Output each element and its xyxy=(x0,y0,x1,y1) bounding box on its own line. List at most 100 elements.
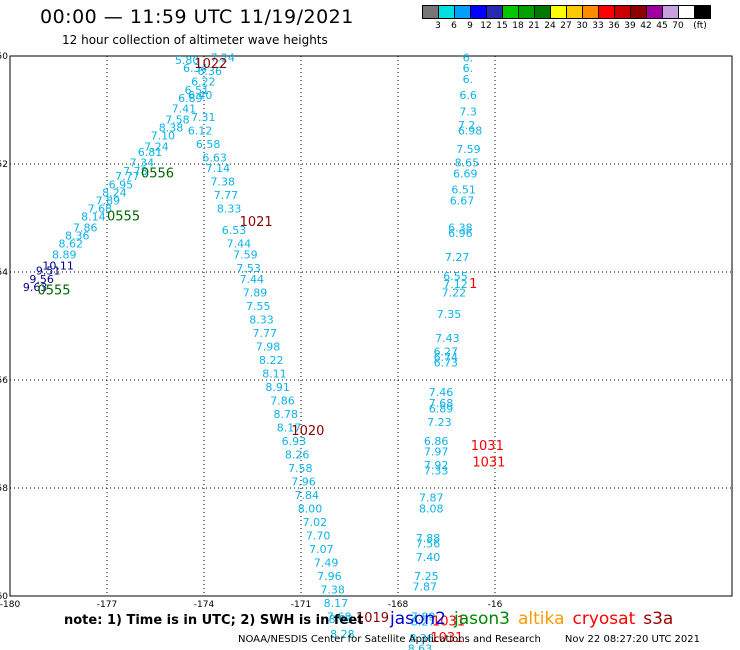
swh-value: 6.69 xyxy=(453,168,478,181)
swh-value: 7.38 xyxy=(320,583,345,596)
swh-value: 6.22 xyxy=(191,76,216,89)
swh-value: 7.70 xyxy=(306,529,331,542)
swh-value: 6.53 xyxy=(222,224,247,237)
time-label: 0555 xyxy=(107,210,140,225)
swh-value: 8.03 xyxy=(328,613,353,626)
swh-value: 8.22 xyxy=(259,354,284,367)
credit-org: NOAA/NESDIS Center for Satellite Applica… xyxy=(238,634,541,645)
legend-swatch xyxy=(694,5,711,19)
swh-value: 8.00 xyxy=(298,502,323,515)
legend-labels: 3 6 9 12 15 18 21 24 27 30 33 36 39 42 45 70 (ft) xyxy=(422,19,710,33)
swh-value: 6.34 xyxy=(183,62,208,75)
swh-value: 7.41 xyxy=(172,103,197,116)
swh-value: 7.24 xyxy=(210,51,235,64)
swh-value: 7.53 xyxy=(236,262,260,275)
swh-value: 7.24 xyxy=(144,141,169,154)
swh-value: 7.86 xyxy=(73,222,98,235)
swh-value: 9.56 xyxy=(29,273,54,286)
swh-value: 8.17 xyxy=(324,597,349,610)
swh-value: 6.40 xyxy=(188,89,213,102)
y-tick-label: -60 xyxy=(0,592,8,602)
swh-value: 8.36 xyxy=(65,230,90,243)
swh-value: 5.80 xyxy=(175,54,200,67)
time-label: 0556 xyxy=(141,167,174,182)
swh-value: 8.11 xyxy=(262,367,287,380)
swh-value: 7.10 xyxy=(151,130,176,143)
swh-value: 6.58 xyxy=(196,138,221,151)
swh-value: 7.07 xyxy=(309,543,334,556)
y-tick-label: -58 xyxy=(0,484,8,494)
satellite-s3a: s3a xyxy=(643,609,674,629)
credit-time: Nov 22 08:27:20 UTC 2021 xyxy=(564,634,701,645)
swh-value: 7.89 xyxy=(243,286,267,299)
time-label: 1020 xyxy=(291,424,324,439)
swh-value: 6.63 xyxy=(202,151,227,164)
swh-value: 8.28 xyxy=(330,628,355,641)
swh-value: 7.89 xyxy=(96,195,121,208)
legend-label: 15 xyxy=(496,21,508,31)
swh-value: 7.68 xyxy=(88,203,113,216)
satellite-jason3: jason3 xyxy=(454,609,510,629)
swh-value: 7.02 xyxy=(303,516,328,529)
swh-value: 7.87 xyxy=(413,581,438,594)
time-label: 1031 xyxy=(472,455,505,470)
legend-color-swatches xyxy=(422,5,711,19)
y-tick-label: -56 xyxy=(0,376,8,386)
swh-value: 7.96 xyxy=(291,475,316,488)
axis-tick-labels: -180 -177 -174 -171 -168 -16 -50 -52 -54 -56 -58 -6… xyxy=(0,52,503,610)
swh-value: 7.43 xyxy=(435,332,460,345)
swh-value: 7.22 xyxy=(442,286,467,299)
x-tick-label: -180 xyxy=(0,600,20,610)
swh-value: 7.58 xyxy=(288,462,313,475)
legend-label: 33 xyxy=(592,21,604,31)
swh-value: 6.74 xyxy=(434,351,459,364)
legend-unit: (ft) xyxy=(693,21,707,31)
swh-value: 6.38 xyxy=(448,222,473,235)
swh-value: 9.51 xyxy=(36,265,61,278)
swh-value: 8.78 xyxy=(274,408,299,421)
swh-value: 6. xyxy=(463,62,474,75)
time-label: 1031 xyxy=(471,439,504,454)
y-tick-label: -52 xyxy=(0,160,8,170)
swh-value: 7.27 xyxy=(445,251,470,264)
swh-value: 8.33 xyxy=(249,313,274,326)
swh-value: 6.36 xyxy=(198,65,223,78)
swh-value: 6. xyxy=(463,73,474,86)
swh-value: 6.96 xyxy=(448,227,473,240)
map-grid xyxy=(9,55,733,597)
swh-value: 6.93 xyxy=(282,435,307,448)
swh-value: 8.38 xyxy=(159,122,184,135)
swh-value: 8.14 xyxy=(81,211,106,224)
legend-label: 45 xyxy=(656,21,668,31)
swh-value: 6.51 xyxy=(185,84,210,97)
swh-value: 7.55 xyxy=(246,300,270,313)
legend-label: 30 xyxy=(576,21,588,31)
swh-value: 8.91 xyxy=(265,381,290,394)
swh-observations: 9.639.569.5110.118.898.628.367.868.147.6… xyxy=(23,51,506,650)
swh-value: 7.77 xyxy=(214,189,239,202)
swh-value: 8.33 xyxy=(217,203,242,216)
time-label: 1022 xyxy=(194,57,227,72)
time-label: 1021 xyxy=(240,215,273,230)
swh-value: 7.77 xyxy=(253,327,278,340)
legend-label: 9 xyxy=(467,21,473,31)
map-title: 00:00 — 11:59 UTC 11/19/2021 xyxy=(40,6,354,28)
satellite-legend: jason2 jason3 altika cryosat s3a xyxy=(390,609,681,629)
swh-value: 7.58 xyxy=(165,114,190,127)
time-label: 1 xyxy=(469,277,477,292)
x-tick-label: -171 xyxy=(291,600,311,610)
legend-label: 24 xyxy=(544,21,556,31)
swh-value: 7.40 xyxy=(416,551,441,564)
satellite-altika: altika xyxy=(518,609,565,629)
swh-value: 7.56 xyxy=(416,537,441,550)
swh-value: 6.51 xyxy=(451,184,476,197)
swh-value: 7.68 xyxy=(429,397,454,410)
swh-value: 7.92 xyxy=(424,459,449,472)
swh-value: 6. xyxy=(463,51,474,64)
swh-value: 7.84 xyxy=(295,489,320,502)
swh-value: 8.89 xyxy=(52,249,77,262)
swh-value: 7.78 xyxy=(123,165,147,178)
time-label: 1031 xyxy=(430,631,463,646)
x-tick-label: -168 xyxy=(388,600,409,610)
